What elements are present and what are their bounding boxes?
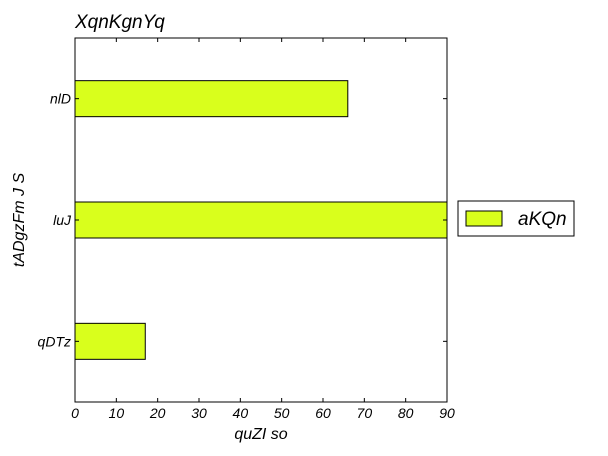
- bars-group: [74, 80, 448, 360]
- x-tick-label: 70: [357, 405, 373, 421]
- x-tick-label: 10: [109, 405, 125, 421]
- bar-qDTz: [74, 322, 146, 360]
- x-tick-label: 80: [398, 405, 414, 421]
- chart-title: XqnKgnYq: [74, 12, 165, 33]
- y-axis-ticks: nlD luJ qDTz: [38, 91, 447, 349]
- x-tick-label: 60: [315, 405, 331, 421]
- x-tick-label: 90: [439, 405, 455, 421]
- x-tick-label: 0: [71, 405, 79, 421]
- bar-nlD: [74, 80, 349, 118]
- legend: aKQn: [457, 200, 575, 237]
- x-axis-label: quZI so: [234, 426, 287, 443]
- legend-swatch: [465, 210, 503, 227]
- x-axis-ticks: 0 10 20 30 40 50 60 70 80 90: [71, 38, 455, 421]
- y-tick-label: nlD: [50, 91, 71, 107]
- y-tick-label: luJ: [53, 212, 72, 228]
- x-tick-label: 50: [274, 405, 290, 421]
- y-tick-label: qDTz: [38, 333, 71, 349]
- y-axis-label: tADgzFm J S: [11, 173, 28, 268]
- x-tick-label: 30: [191, 405, 207, 421]
- bar-luJ: [74, 201, 448, 239]
- x-tick-label: 40: [233, 405, 249, 421]
- x-tick-label: 20: [149, 405, 166, 421]
- legend-label: aKQn: [518, 209, 567, 230]
